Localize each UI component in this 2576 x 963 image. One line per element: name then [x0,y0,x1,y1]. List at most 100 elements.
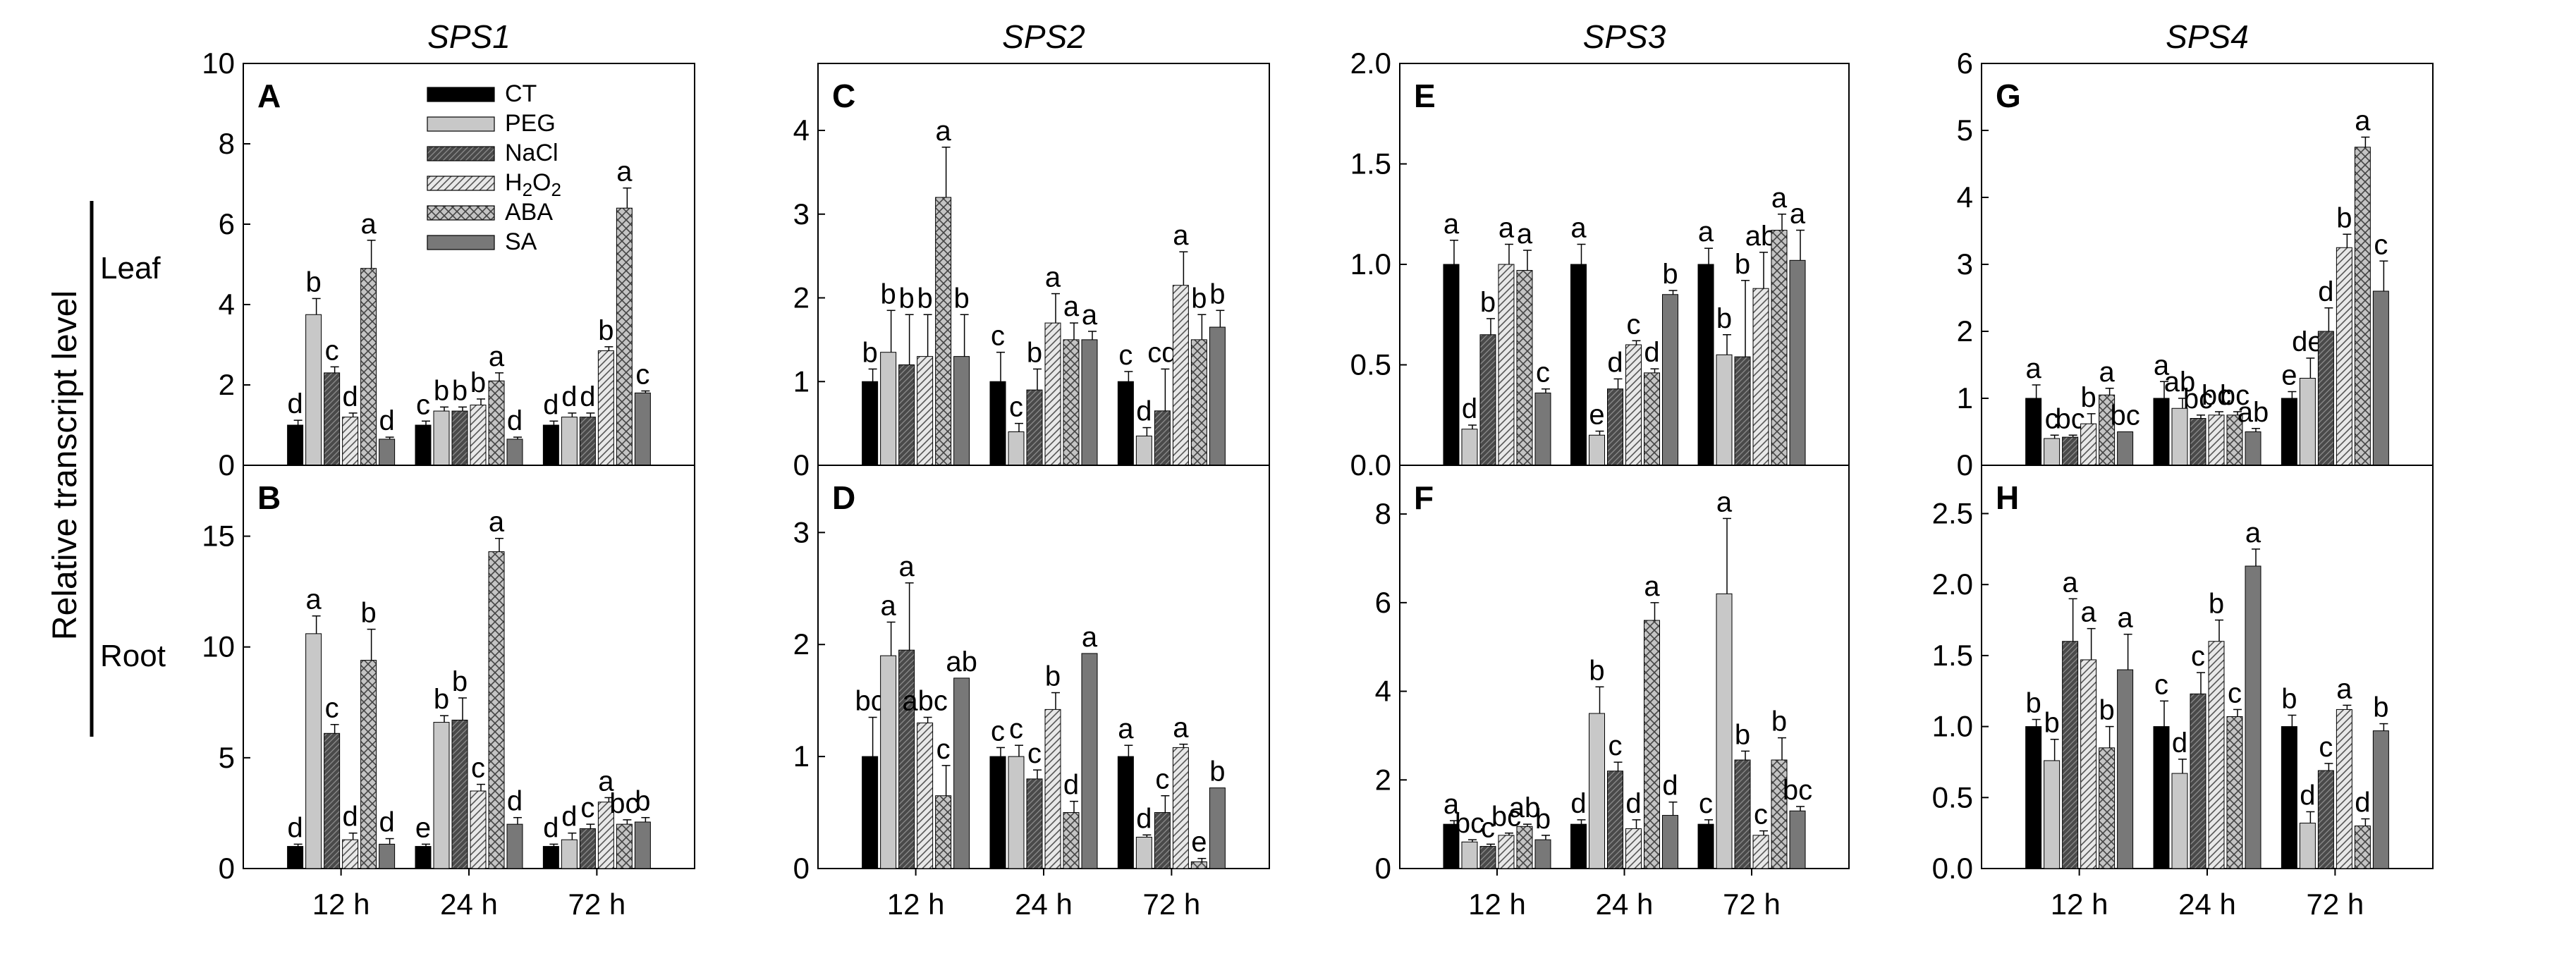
significance-letter: cd [1147,337,1177,368]
bar-PEG-0 [2044,760,2061,869]
y-tick-label: 1 [793,740,810,773]
significance-letter: c [1009,713,1023,744]
bar-PEG-1 [2171,407,2188,466]
significance-letter: a [616,157,633,188]
significance-letter: b [1027,337,1042,368]
bar-H2O2-0 [342,839,359,869]
significance-letter: d [342,802,358,833]
significance-letter: a [2080,597,2096,628]
significance-letter: a [1498,213,1515,244]
bar-H2O2-0 [2080,423,2097,466]
x-tick-label: 24 h [1596,888,1654,921]
y-tick-label: 0.5 [1350,348,1391,381]
bar-SA-0 [1534,392,1551,466]
bar-NaCl-0 [2062,641,2079,869]
bar-NaCl-2 [1154,410,1171,466]
significance-letter: b [917,283,932,314]
significance-letter: a [1443,209,1460,240]
bar-PEG-0 [1461,429,1478,466]
significance-letter: c [580,792,594,823]
y-tick-label: 5 [219,741,235,774]
significance-letter: c [2374,229,2388,260]
bar-PEG-2 [2299,823,2316,869]
y-tick-label: 10 [202,47,235,80]
y-tick-label: 0.5 [1932,780,1973,814]
bar-ABA-2 [2354,826,2371,869]
significance-letter: ab [1509,792,1541,823]
bar-SA-0 [2117,431,2134,466]
significance-letter: a [1771,183,1788,214]
significance-letter: b [1209,756,1225,787]
bar-SA-2 [1789,259,1806,466]
significance-letter: c [1699,788,1713,819]
significance-letter: c [936,734,951,765]
significance-letter: b [2025,688,2041,719]
bar-ABA-0 [2099,747,2116,869]
x-tick-label: 12 h [312,888,370,921]
significance-letter: d [543,389,558,420]
significance-letter: c [325,693,339,724]
significance-letter: d [507,786,523,817]
significance-letter: a [880,590,896,621]
bar-NaCl-0 [1479,846,1496,869]
significance-letter: a [2355,106,2371,137]
bar-H2O2-0 [917,722,934,869]
x-tick-label: 72 h [1143,888,1201,921]
bar-SA-1 [1662,815,1678,869]
bar-CT-1 [1570,264,1587,466]
significance-letter: a [2025,353,2041,384]
bar-SA-1 [1081,653,1098,869]
significance-letter: d [342,381,358,412]
bar-ABA-0 [360,268,377,466]
significance-letter: b [635,786,650,817]
bar-SA-2 [634,821,651,869]
bar-ABA-2 [1771,759,1788,869]
bar-CT-1 [989,381,1006,466]
bar-CT-0 [287,846,304,869]
bar-NaCl-2 [1154,812,1171,869]
significance-letter: d [379,807,394,838]
bar-NaCl-0 [1479,334,1496,466]
panel-letter: A [257,78,281,114]
significance-letter: c [2228,677,2242,709]
x-tick-label: 24 h [1015,888,1073,921]
significance-letter: c [2154,669,2168,700]
significance-letter: c [635,360,649,391]
bar-ABA-2 [2354,147,2371,466]
significance-letter: d [1570,788,1586,819]
row-label-root: Root [100,639,166,673]
bar-SA-1 [2245,565,2261,869]
significance-letter: b [1535,804,1551,835]
significance-letter: d [1607,347,1623,378]
bar-ABA-0 [1516,826,1533,869]
bar-SA-1 [506,438,523,466]
panel-title: SPS2 [1002,18,1085,55]
significance-letter: a [898,551,915,582]
bar-SA-2 [1209,787,1226,869]
bar-CT-2 [1117,756,1134,869]
significance-letter: b [862,337,877,368]
significance-letter: bc [2183,384,2213,415]
significance-letter: b [1716,303,1732,334]
significance-letter: c [325,335,339,366]
bar-CT-2 [2281,726,2297,869]
x-tick-label: 72 h [2307,888,2364,921]
bar-CT-0 [862,756,879,869]
bar-H2O2-1 [2208,641,2225,869]
y-tick-label: 1 [793,364,810,398]
significance-letter: b [2080,382,2096,413]
legend-label-PEG: PEG [505,110,556,137]
significance-letter: c [2191,641,2205,672]
bar-PEG-0 [2044,438,2061,466]
bar-H2O2-2 [1752,835,1769,869]
significance-letter: bc [2055,403,2084,434]
y-tick-label: 2.0 [1350,47,1391,80]
y-tick-label: 6 [1375,586,1391,619]
bar-PEG-1 [2171,773,2188,869]
bar-NaCl-2 [579,417,596,466]
bar-ABA-1 [1644,620,1660,869]
